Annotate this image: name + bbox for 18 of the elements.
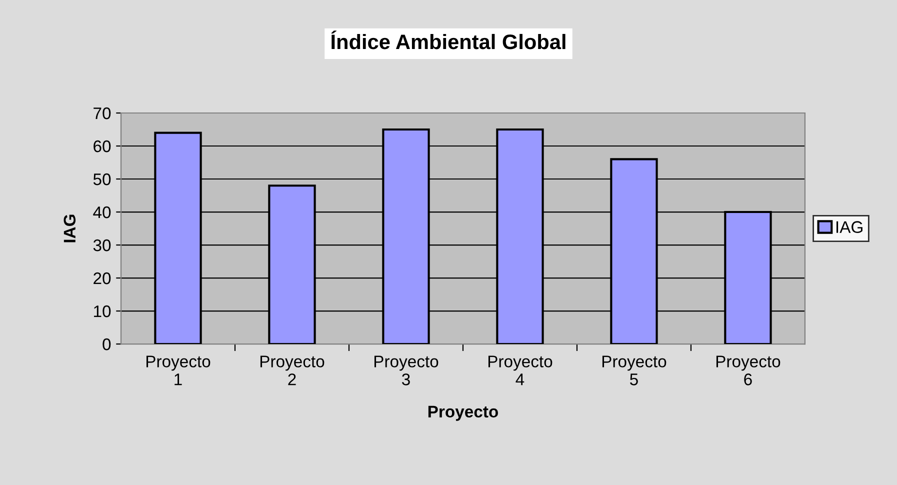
x-axis-title: Proyecto [428,406,498,421]
x-tick-label: Proyecto 1 [146,356,210,386]
chart-title: Índice Ambiental Global [331,30,566,50]
y-tick-label: 50 [93,173,111,186]
x-tick-label: Proyecto 5 [602,356,666,386]
y-tick-label: 30 [93,239,111,252]
y-axis-title: IAG [64,214,76,242]
y-tick-label: 0 [102,338,111,350]
y-tick-label: 70 [94,107,111,120]
legend-label: IAG [836,221,862,233]
x-tick-label: Proyecto 2 [260,356,324,386]
y-tick-label: 40 [93,206,111,218]
x-tick-label: Proyecto 3 [374,356,438,386]
x-tick-label: Proyecto 4 [488,356,552,386]
y-tick-label: 10 [94,305,111,318]
x-tick-label: Proyecto 6 [716,356,780,386]
y-tick-label: 20 [94,272,111,284]
y-tick-label: 60 [94,140,111,152]
